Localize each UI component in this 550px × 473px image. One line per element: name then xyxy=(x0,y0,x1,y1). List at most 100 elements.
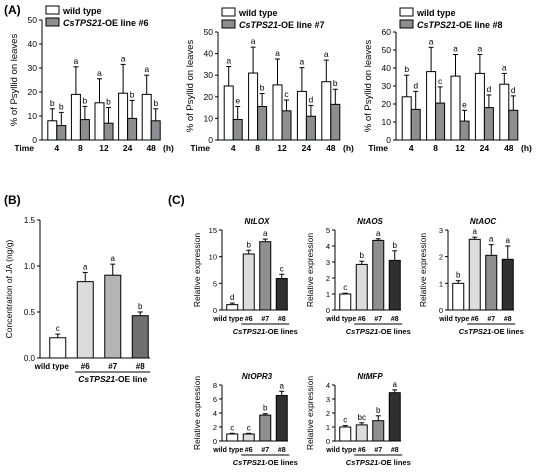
bar-oe-line xyxy=(56,125,67,141)
significance-letter: a xyxy=(489,235,494,244)
y-tick-label: 4 xyxy=(326,242,330,251)
legend-swatch xyxy=(399,19,414,29)
chart-a2: 0 10 20 30 40 50 % of Psyllid on leaves a e 4 a b 8 a… xyxy=(185,7,354,153)
y-tick-label: 60 xyxy=(382,27,392,37)
legend-label: CsTPS21-OE line #7 xyxy=(239,20,325,30)
bar-line-8 xyxy=(275,278,288,311)
significance-letter: d xyxy=(230,293,234,302)
y-tick-label: 1 xyxy=(326,423,330,432)
bar-wild-type xyxy=(321,81,332,141)
y-tick-label: 50 xyxy=(204,27,214,37)
y-tick-label: 4 xyxy=(213,409,217,418)
y-tick-label: 1.5 xyxy=(24,216,36,225)
significance-letter: e xyxy=(462,99,467,109)
significance-letter: b xyxy=(263,404,268,413)
y-tick-label: 30 xyxy=(382,81,392,91)
bar-line-6 xyxy=(242,253,255,311)
bar-line-6 xyxy=(468,238,481,311)
legend-label: wild type xyxy=(238,8,278,18)
significance-letter: d xyxy=(309,94,314,104)
bar-line-7 xyxy=(372,420,385,442)
chart-c5: 0 1 2 3 4 Relative expression NtMFP c wild type b… xyxy=(305,372,411,467)
x-tick-label: #8 xyxy=(136,362,145,371)
x-tick-label: #6 xyxy=(471,316,479,323)
chart-c4: 0 2 4 6 8 Relative expression NtOPR3 c wild type… xyxy=(192,372,298,467)
bar-line-7 xyxy=(372,239,385,311)
x-tick-label: 8 xyxy=(433,143,438,153)
chart-c2: 0 1 2 3 4 5 Relative expression NtAOS c wild type… xyxy=(305,217,411,336)
y-tick-label: 0 xyxy=(32,135,37,145)
bar-oe-line xyxy=(508,109,519,141)
bar-wild-type xyxy=(339,293,352,311)
group-label: CsTPS21-OE line xyxy=(78,374,147,384)
bar-wild-type xyxy=(141,93,152,141)
y-tick-label: 40 xyxy=(28,39,38,49)
bar-oe-line xyxy=(435,102,446,141)
x-tick-label: #7 xyxy=(261,447,269,454)
y-tick-label: 10 xyxy=(204,113,214,123)
bar-wild-type xyxy=(474,72,485,141)
significance-letter: c xyxy=(56,324,60,333)
bar-wild-type xyxy=(248,72,259,141)
significance-letter: a xyxy=(280,381,285,390)
x-prefix: Time xyxy=(190,143,210,153)
significance-letter: c xyxy=(280,264,284,273)
significance-letter: b xyxy=(83,95,88,105)
x-tick-label: #8 xyxy=(391,447,399,454)
x-tick-label: 24 xyxy=(480,143,490,153)
significance-letter: a xyxy=(263,229,268,238)
legend-swatch xyxy=(221,19,236,29)
y-tick-label: 10 xyxy=(28,111,38,121)
y-tick-label: 0 xyxy=(386,135,391,145)
x-tick-label: #7 xyxy=(374,447,382,454)
significance-letter: a xyxy=(144,64,149,74)
bar-oe-line xyxy=(459,120,470,141)
significance-letter: b xyxy=(260,83,265,93)
x-tick-label: #7 xyxy=(108,362,117,371)
bar-oe-line xyxy=(127,117,138,141)
significance-letter: b xyxy=(59,101,64,111)
bar-wild-type xyxy=(226,433,239,442)
y-tick-label: 3 xyxy=(439,226,443,235)
significance-letter: a xyxy=(83,262,88,271)
panel-label-b: (B) xyxy=(4,193,21,207)
significance-letter: a xyxy=(376,229,381,238)
bar-wild-type xyxy=(339,426,352,442)
chart-c1: 0 5 10 15 Relative expression NtLOX d wild type… xyxy=(192,217,298,336)
bar-line-7 xyxy=(104,274,122,359)
significance-letter: e xyxy=(235,96,240,106)
x-tick-label: wild type xyxy=(212,316,243,323)
y-tick-label: 2 xyxy=(213,423,217,432)
x-tick-label: 4 xyxy=(409,143,414,153)
y-tick-label: 3 xyxy=(326,258,330,267)
bar-wild-type xyxy=(94,102,105,141)
significance-letter: b xyxy=(456,271,461,280)
x-tick-label: 8 xyxy=(255,143,260,153)
bar-line-6 xyxy=(355,424,368,442)
significance-letter: a xyxy=(300,57,305,67)
group-label: CsTPS21-OE lines xyxy=(233,327,298,336)
significance-letter: a xyxy=(393,380,398,389)
chart-title: NtMFP xyxy=(357,372,383,381)
x-tick-label: #6 xyxy=(358,316,366,323)
bar-line-8 xyxy=(388,392,401,442)
x-tick-label: wild type xyxy=(212,447,243,454)
significance-letter: b xyxy=(247,240,252,249)
y-tick-label: 2 xyxy=(439,253,443,262)
x-tick-label: 4 xyxy=(54,143,59,153)
legend-label: wild type xyxy=(416,8,456,18)
significance-letter: a xyxy=(473,227,478,236)
bar-wild-type xyxy=(426,71,437,141)
x-tick-label: #6 xyxy=(245,447,253,454)
bar-oe-line xyxy=(150,120,161,141)
y-tick-label: 2 xyxy=(326,274,330,283)
significance-letter: a xyxy=(251,36,256,46)
significance-letter: a xyxy=(506,236,511,245)
group-label: CsTPS21-OE lines xyxy=(459,327,524,336)
bar-oe-line xyxy=(232,118,243,141)
y-tick-label: 0 xyxy=(208,135,213,145)
y-tick-label: 0 xyxy=(439,306,443,315)
panel-label-a: (A) xyxy=(4,3,21,17)
